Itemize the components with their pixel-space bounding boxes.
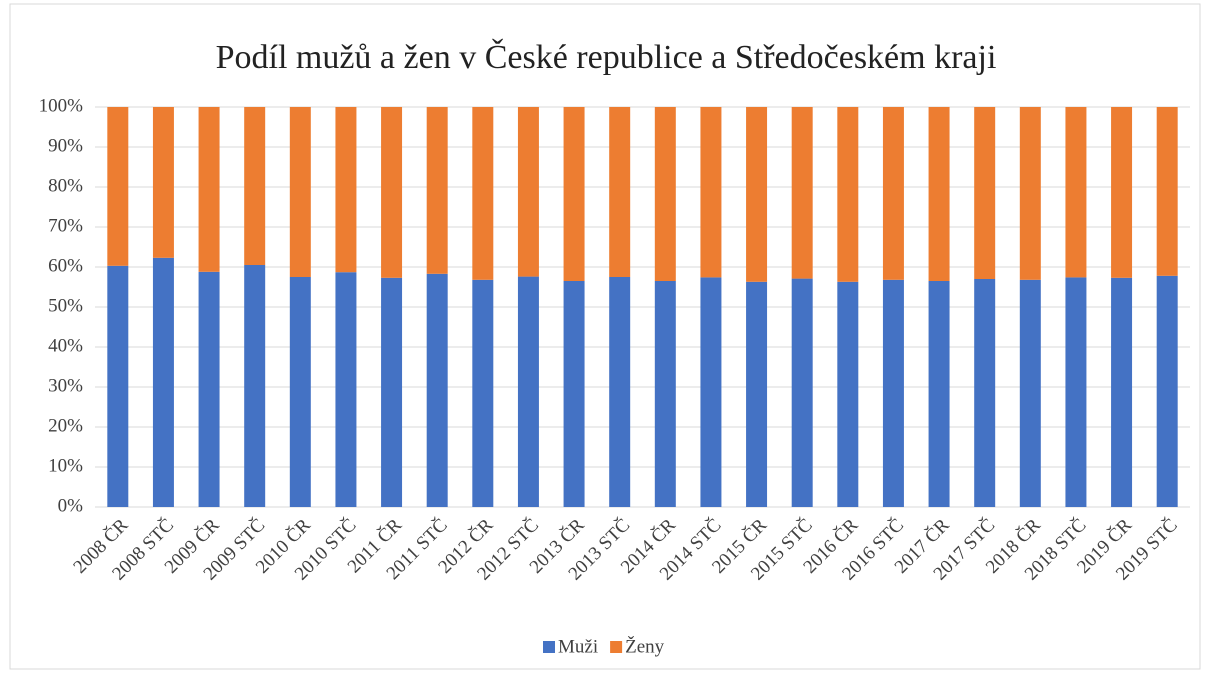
y-tick-label: 0% — [58, 495, 84, 516]
bar-segment — [746, 107, 768, 282]
bar-segment — [791, 278, 813, 507]
bar-segment — [107, 107, 129, 266]
bar-segment — [517, 276, 539, 507]
bar-segment — [1111, 277, 1133, 507]
bar-segment — [426, 273, 448, 507]
legend-label: Muži — [558, 636, 598, 657]
legend-swatch — [610, 641, 623, 653]
bar-segment — [1156, 107, 1178, 276]
bar-segment — [1019, 279, 1041, 507]
bar-segment — [974, 107, 996, 279]
bar-segment — [517, 107, 539, 277]
bar-segment — [1019, 107, 1041, 280]
bar-segment — [152, 257, 174, 507]
bar-segment — [746, 281, 768, 507]
y-tick-label: 40% — [48, 335, 83, 356]
bar-segment — [198, 107, 220, 272]
bar-segment — [381, 107, 403, 278]
legend-label: Ženy — [625, 635, 665, 657]
bar-segment — [609, 107, 631, 277]
y-tick-label: 60% — [48, 255, 83, 276]
bar-segment — [1065, 277, 1087, 507]
y-tick-label: 70% — [48, 215, 83, 236]
legend-swatch — [543, 641, 555, 653]
bar-segment — [472, 279, 494, 507]
bar-segment — [837, 107, 859, 282]
y-tick-label: 20% — [48, 415, 83, 436]
y-tick-label: 10% — [48, 455, 83, 476]
chart-title: Podíl mužů a žen v České republice a Stř… — [216, 38, 997, 76]
bar-segment — [700, 107, 722, 278]
bar-segment — [1065, 107, 1087, 278]
y-tick-label: 100% — [39, 95, 84, 116]
bar-segment — [289, 107, 311, 277]
bar-segment — [563, 107, 585, 281]
bar-segment — [1111, 107, 1133, 278]
bar-segment — [654, 281, 676, 507]
bar-segment — [882, 107, 904, 280]
bar-segment — [700, 277, 722, 507]
bar-segment — [198, 271, 220, 507]
y-tick-label: 90% — [48, 135, 83, 156]
bar-segment — [152, 107, 174, 258]
bar-segment — [882, 279, 904, 507]
bar-segment — [381, 277, 403, 507]
bar-segment — [1156, 275, 1178, 507]
bar-segment — [289, 277, 311, 507]
bar-segment — [335, 272, 357, 507]
y-tick-label: 80% — [48, 175, 83, 196]
bar-segment — [426, 107, 448, 274]
bar-segment — [928, 107, 950, 281]
bar-segment — [472, 107, 494, 280]
y-tick-label: 50% — [48, 295, 83, 316]
bar-segment — [335, 107, 357, 273]
bar-segment — [837, 281, 859, 507]
y-tick-label: 30% — [48, 375, 83, 396]
bar-segment — [107, 265, 129, 507]
bar-segment — [244, 265, 266, 507]
bar-segment — [928, 281, 950, 507]
bar-segment — [974, 279, 996, 507]
bar-segment — [609, 277, 631, 507]
bar-segment — [244, 107, 266, 265]
bar-segment — [791, 107, 813, 279]
bar-segment — [654, 107, 676, 281]
bar-segment — [563, 281, 585, 507]
